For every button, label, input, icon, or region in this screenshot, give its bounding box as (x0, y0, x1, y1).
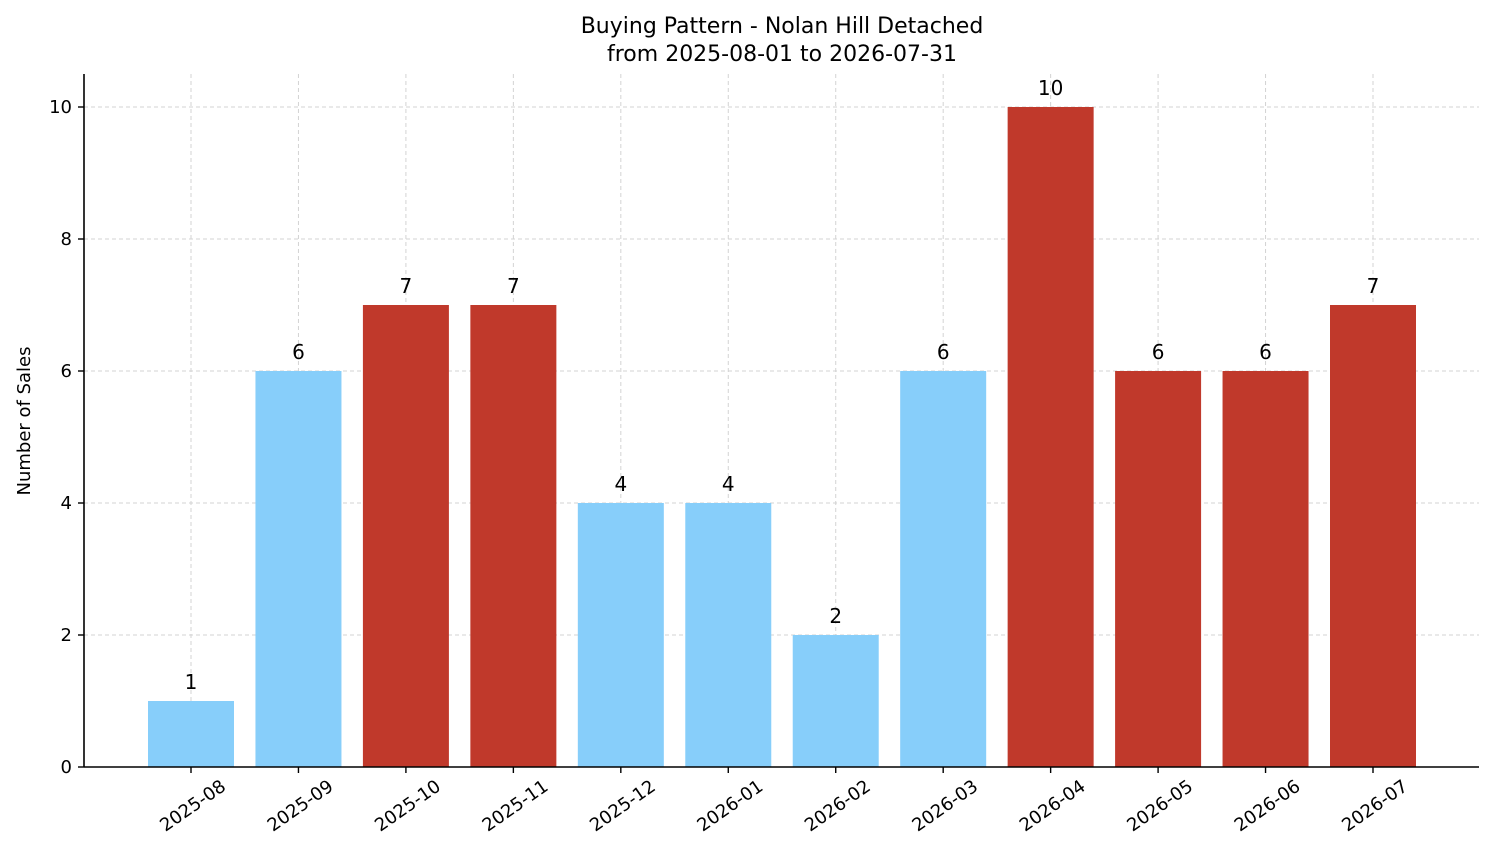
x-tick-label: 2026-02 (801, 776, 875, 836)
bar-2025-09 (255, 371, 342, 767)
data-label: 6 (1152, 340, 1165, 364)
bar-2025-10 (362, 305, 449, 767)
bar-2026-06 (1222, 371, 1309, 767)
y-axis-label: Number of Sales (14, 346, 35, 495)
bar-2026-02 (792, 635, 879, 767)
data-label: 7 (507, 274, 520, 298)
bar-2026-07 (1330, 305, 1416, 767)
y-tick-label: 0 (61, 757, 72, 778)
data-label: 4 (614, 472, 627, 496)
x-tick-label: 2026-01 (693, 776, 767, 836)
y-tick-label: 2 (61, 625, 72, 646)
data-label: 2 (829, 604, 842, 628)
data-label: 7 (400, 274, 413, 298)
x-tick-label: 2025-11 (479, 776, 553, 836)
y-tick-label: 8 (61, 229, 72, 250)
data-label: 6 (937, 340, 950, 364)
chart-title: Buying Pattern - Nolan Hill Detached (581, 14, 984, 39)
x-tick-label: 2026-07 (1338, 776, 1412, 836)
x-tick-label: 2026-03 (908, 776, 982, 836)
x-tick-label: 2025-09 (264, 776, 338, 836)
data-labels: 1 6 7 7 4 4 2 6 10 6 6 7 (185, 76, 1380, 694)
data-label: 10 (1038, 76, 1063, 100)
data-label: 7 (1367, 274, 1380, 298)
bars (148, 107, 1416, 767)
x-tick-label: 2026-06 (1231, 776, 1305, 836)
bar-2025-12 (577, 503, 664, 767)
x-tick-label: 2025-08 (156, 776, 230, 836)
data-label: 4 (722, 472, 735, 496)
bar-2026-01 (685, 503, 772, 767)
y-tick-label: 4 (61, 493, 72, 514)
x-tick-label: 2026-05 (1123, 776, 1197, 836)
data-label: 6 (292, 340, 305, 364)
data-label: 1 (185, 670, 198, 694)
y-tick-label: 10 (49, 97, 72, 118)
x-tick-label: 2025-12 (586, 776, 660, 836)
bar-2026-03 (900, 371, 987, 767)
x-tick-label: 2025-10 (371, 776, 445, 836)
y-tick-label: 6 (61, 361, 72, 382)
chart-subtitle: from 2025-08-01 to 2026-07-31 (607, 42, 957, 67)
bar-2025-08 (148, 701, 234, 767)
bar-2026-05 (1115, 371, 1202, 767)
data-label: 6 (1259, 340, 1272, 364)
x-tick-label: 2026-04 (1016, 776, 1090, 836)
bar-2025-11 (470, 305, 557, 767)
bar-2026-04 (1007, 107, 1094, 767)
